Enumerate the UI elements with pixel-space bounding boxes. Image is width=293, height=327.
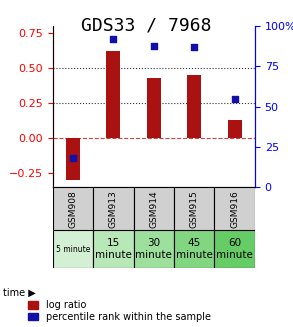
FancyBboxPatch shape bbox=[134, 187, 174, 230]
FancyBboxPatch shape bbox=[93, 187, 134, 230]
Point bbox=[111, 36, 116, 42]
Text: GSM916: GSM916 bbox=[230, 190, 239, 228]
FancyBboxPatch shape bbox=[53, 187, 93, 230]
Text: 60
minute: 60 minute bbox=[216, 238, 253, 260]
Bar bbox=[66, 138, 80, 181]
FancyBboxPatch shape bbox=[93, 230, 134, 268]
FancyBboxPatch shape bbox=[214, 230, 255, 268]
Text: 30
minute: 30 minute bbox=[135, 238, 172, 260]
Bar bbox=[147, 78, 161, 138]
Text: time ▶: time ▶ bbox=[3, 288, 36, 298]
Text: GSM908: GSM908 bbox=[69, 190, 77, 228]
Point bbox=[232, 96, 237, 101]
Text: 45
minute: 45 minute bbox=[176, 238, 213, 260]
Legend: log ratio, percentile rank within the sample: log ratio, percentile rank within the sa… bbox=[28, 300, 211, 322]
Bar bbox=[187, 75, 201, 138]
FancyBboxPatch shape bbox=[214, 187, 255, 230]
FancyBboxPatch shape bbox=[174, 230, 214, 268]
FancyBboxPatch shape bbox=[174, 187, 214, 230]
Text: 15
minute: 15 minute bbox=[95, 238, 132, 260]
Text: GDS33 / 7968: GDS33 / 7968 bbox=[81, 16, 212, 34]
FancyBboxPatch shape bbox=[53, 230, 93, 268]
Bar bbox=[228, 120, 242, 138]
Text: GSM913: GSM913 bbox=[109, 190, 118, 228]
Text: GSM914: GSM914 bbox=[149, 190, 158, 228]
Point bbox=[192, 44, 197, 50]
Text: 5 minute: 5 minute bbox=[56, 245, 90, 254]
FancyBboxPatch shape bbox=[134, 230, 174, 268]
Point bbox=[151, 43, 156, 48]
Point bbox=[71, 156, 75, 161]
Text: GSM915: GSM915 bbox=[190, 190, 199, 228]
Bar bbox=[106, 51, 120, 138]
